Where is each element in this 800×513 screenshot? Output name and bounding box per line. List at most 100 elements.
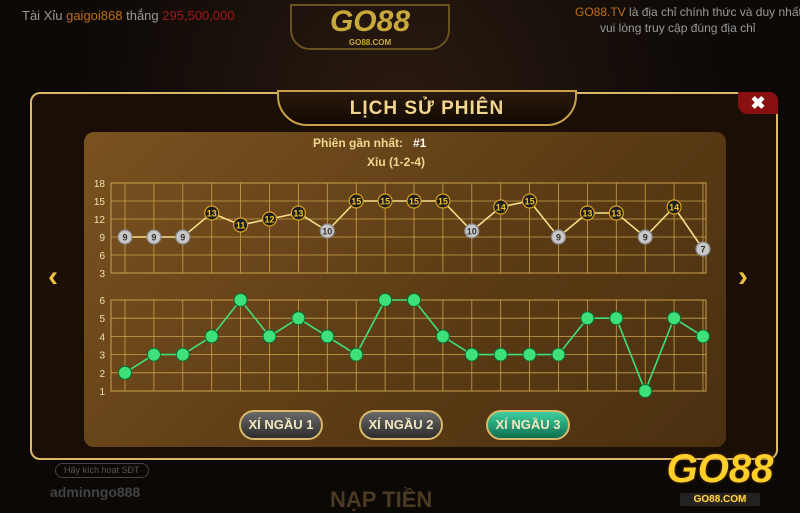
xiu-marker [637, 229, 653, 245]
tai-marker [608, 205, 624, 221]
news-line-1: là địa chỉ chính thức và duy nhất [629, 5, 800, 19]
close-icon[interactable]: ✖ [738, 92, 778, 114]
tai-marker [435, 193, 451, 209]
dice-point [493, 347, 508, 362]
marker-label: 9 [151, 233, 156, 243]
dice-point [291, 311, 306, 326]
dice-point [378, 293, 393, 307]
dice-1-button[interactable]: XÍ NGẦU 1 [239, 410, 323, 440]
tai-marker [348, 193, 364, 209]
y-tick-label: 3 [99, 351, 105, 362]
modal-title: LỊCH SỬ PHIÊN [277, 90, 577, 126]
ticker-user: gaigoi868 [66, 8, 123, 23]
dice-point [204, 329, 219, 344]
ticker-game: Tài Xỉu [22, 8, 63, 23]
marker-label: 15 [409, 197, 419, 207]
dice-point [407, 293, 421, 307]
dice-point [262, 329, 277, 344]
news-line-2: vui lòng truy cập đúng địa chỉ [600, 21, 756, 35]
marker-label: 10 [322, 227, 332, 237]
y-tick-label: 12 [94, 215, 106, 226]
news-ticker: GO88.TV là địa chỉ chính thức và duy nhấ… [575, 4, 800, 36]
dice-point [175, 347, 190, 362]
go88-logo: GO88 GO88.COM [645, 446, 795, 508]
dice-point [638, 384, 653, 398]
dice-point [320, 329, 335, 344]
latest-session: Phiên gần nhất: #1 [313, 136, 426, 150]
dice-point [609, 311, 624, 326]
xiu-marker [550, 229, 567, 245]
dice-point [667, 311, 682, 326]
y-tick-label: 4 [99, 332, 105, 343]
tai-marker [666, 199, 682, 215]
y-tick-label: 2 [99, 369, 105, 380]
tai-marker [290, 205, 306, 221]
marker-label: 14 [669, 203, 679, 213]
tai-marker [579, 205, 596, 221]
dice-3-button[interactable]: XÍ NGẦU 3 [486, 410, 570, 440]
dice-point [118, 365, 132, 380]
dice-point [522, 347, 537, 362]
logo-top-domain: GO88.COM [348, 38, 392, 47]
marker-label: 9 [122, 233, 127, 243]
marker-label: 12 [264, 215, 274, 225]
dice-point [551, 347, 566, 362]
marker-label: 13 [293, 209, 303, 219]
tai-marker [493, 199, 509, 215]
marker-label: 15 [380, 197, 390, 207]
tai-marker [521, 193, 538, 209]
dice-2-button[interactable]: XÍ NGẦU 2 [359, 410, 443, 440]
marker-label: 15 [525, 197, 535, 207]
tai-marker [406, 193, 422, 209]
deposit-button[interactable]: NẠP TIỀN [330, 487, 433, 512]
chart-panel [84, 132, 726, 447]
ticker-amount: 295,500,000 [162, 8, 235, 23]
marker-label: 7 [700, 245, 705, 255]
logo-top-text: GO88 [329, 5, 411, 38]
history-modal: LỊCH SỬ PHIÊN ✖ [30, 90, 778, 460]
prev-arrow-icon[interactable]: ‹ [48, 260, 58, 293]
marker-label: 9 [180, 233, 185, 243]
marker-label: 15 [438, 197, 448, 207]
go88-logo-domain: GO88.COM [680, 493, 760, 506]
y-tick-label: 9 [99, 233, 105, 244]
y-tick-label: 5 [99, 314, 105, 325]
next-arrow-icon[interactable]: › [738, 260, 748, 293]
marker-label: 10 [467, 227, 477, 237]
account-name: adminngo888 [50, 484, 141, 500]
xiu-marker [146, 229, 162, 245]
y-tick-label: 6 [99, 251, 105, 262]
dice-point [464, 347, 479, 362]
marker-label: 13 [582, 209, 592, 219]
marker-label: 13 [207, 209, 217, 219]
tai-marker [377, 193, 393, 209]
y-tick-label: 18 [94, 179, 106, 190]
ticker-verb: thắng [126, 8, 159, 23]
xiu-marker [175, 229, 191, 245]
xiu-marker [464, 223, 480, 239]
marker-label: 15 [351, 197, 361, 207]
xiu-marker [117, 229, 133, 245]
latest-result: Xỉu (1-2-4) [367, 155, 426, 169]
marker-label: 9 [643, 233, 648, 243]
dice-point [580, 311, 595, 326]
latest-session-value: #1 [413, 136, 427, 150]
activate-phone[interactable]: Hãy kích hoạt SĐT [55, 463, 149, 478]
xiu-marker [319, 223, 335, 239]
xiu-marker [695, 241, 711, 257]
dice-point [349, 347, 364, 362]
top-bar: Tài Xỉu gaigoi868 thắng 295,500,000 GO88… [0, 0, 800, 50]
marker-label: 11 [236, 221, 246, 231]
dice-point [233, 293, 248, 307]
dice-point [696, 329, 710, 344]
y-tick-label: 3 [99, 269, 105, 280]
logo-top: GO88 GO88.COM [290, 4, 450, 50]
tai-marker [261, 211, 278, 227]
tai-marker [204, 205, 220, 221]
marker-label: 13 [611, 209, 621, 219]
go88-logo-text: GO88 [666, 447, 774, 491]
winner-ticker: Tài Xỉu gaigoi868 thắng 295,500,000 [22, 8, 235, 23]
dice-point [435, 329, 450, 344]
y-tick-label: 6 [99, 296, 105, 307]
